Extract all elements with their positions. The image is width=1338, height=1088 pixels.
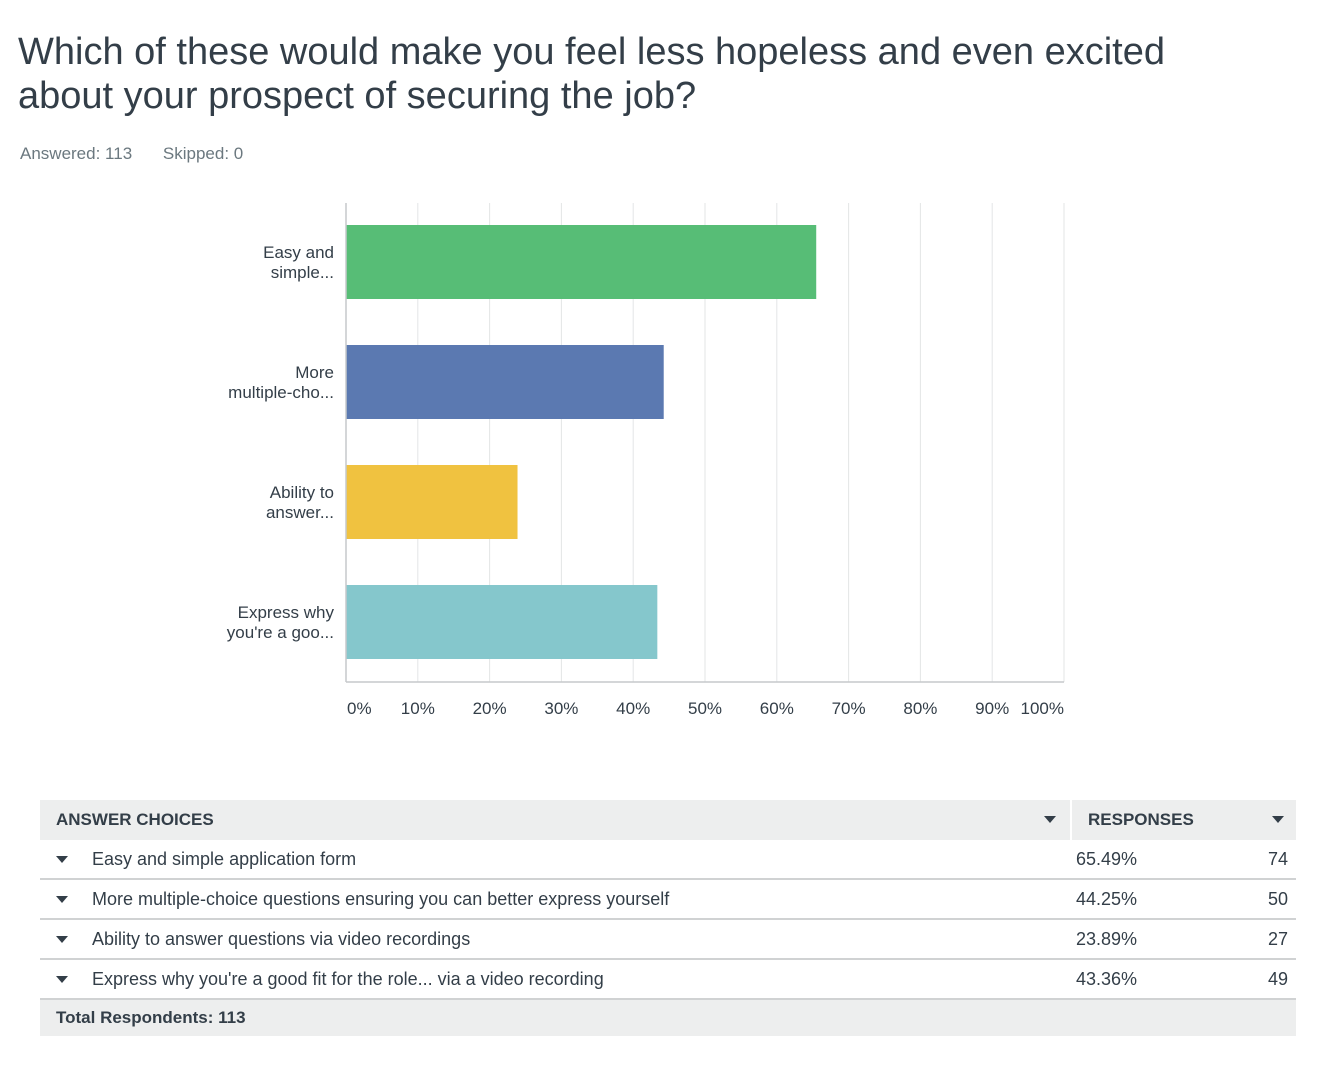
table-row: More multiple-choice questions ensuring … bbox=[40, 880, 1296, 920]
bar bbox=[346, 465, 518, 539]
response-percent: 44.25% bbox=[1076, 888, 1138, 909]
response-percent: 65.49% bbox=[1076, 848, 1138, 869]
x-tick-label: 70% bbox=[832, 699, 866, 718]
question-title-line-2: about your prospect of securing the job? bbox=[18, 75, 697, 117]
answer-choice-label: Easy and simple application form bbox=[92, 848, 357, 869]
x-tick-label: 10% bbox=[401, 699, 435, 718]
question-title-line-1: Which of these would make you feel less … bbox=[18, 31, 1165, 73]
response-stats: Answered: 113 Skipped: 0 bbox=[20, 144, 269, 164]
x-tick-label: 80% bbox=[903, 699, 937, 718]
table-header: ANSWER CHOICES RESPONSES bbox=[40, 800, 1296, 840]
expand-row-caret-icon[interactable] bbox=[56, 895, 68, 903]
expand-row-caret-icon[interactable] bbox=[56, 975, 68, 983]
bar bbox=[346, 585, 658, 659]
category-label: Ability to answer... bbox=[266, 483, 334, 522]
category-label: More multiple-cho... bbox=[228, 363, 334, 402]
table-row: Easy and simple application form 65.49% … bbox=[40, 840, 1296, 880]
x-tick-label: 30% bbox=[544, 699, 578, 718]
question-title: Which of these would make you feel less … bbox=[18, 30, 1218, 118]
expand-row-caret-icon[interactable] bbox=[56, 855, 68, 863]
response-percent: 43.36% bbox=[1076, 968, 1138, 989]
responses-table: ANSWER CHOICES RESPONSES Easy and simple… bbox=[40, 800, 1296, 1036]
answer-choice-label: Express why you're a good fit for the ro… bbox=[92, 968, 604, 989]
answer-choice-label: Ability to answer questions via video re… bbox=[92, 928, 471, 949]
x-tick-label: 0% bbox=[347, 699, 372, 718]
responses-header[interactable]: RESPONSES bbox=[1070, 800, 1296, 840]
response-percent: 23.89% bbox=[1076, 928, 1138, 949]
x-tick-label: 60% bbox=[760, 699, 794, 718]
sort-caret-icon[interactable] bbox=[1272, 816, 1284, 823]
table-row: Express why you're a good fit for the ro… bbox=[40, 960, 1296, 1000]
bar bbox=[346, 225, 817, 299]
skipped-count: Skipped: 0 bbox=[162, 144, 244, 163]
answer-choice-label: More multiple-choice questions ensuring … bbox=[92, 888, 670, 909]
response-count: 49 bbox=[1267, 968, 1288, 989]
category-label: Easy and simple... bbox=[263, 243, 334, 282]
responses-header-label: RESPONSES bbox=[1088, 810, 1194, 829]
answer-choices-header-label: ANSWER CHOICES bbox=[56, 810, 214, 829]
x-tick-label: 100% bbox=[1021, 699, 1064, 718]
response-count: 50 bbox=[1267, 888, 1288, 909]
answer-choices-header[interactable]: ANSWER CHOICES bbox=[40, 800, 1070, 840]
total-respondents: Total Respondents: 113 bbox=[56, 1008, 246, 1027]
x-tick-label: 50% bbox=[688, 699, 722, 718]
answered-count: Answered: 113 bbox=[20, 144, 133, 163]
x-tick-label: 90% bbox=[975, 699, 1009, 718]
response-count: 74 bbox=[1267, 848, 1288, 869]
x-tick-label: 20% bbox=[473, 699, 507, 718]
bar-chart: Easy and simple... More multiple-cho... Abil… bbox=[227, 203, 1065, 718]
bar bbox=[346, 345, 664, 419]
x-tick-label: 40% bbox=[616, 699, 650, 718]
sort-caret-icon[interactable] bbox=[1044, 816, 1056, 823]
response-count: 27 bbox=[1267, 928, 1288, 949]
table-footer: Total Respondents: 113 bbox=[40, 1000, 1296, 1036]
table-row: Ability to answer questions via video re… bbox=[40, 920, 1296, 960]
expand-row-caret-icon[interactable] bbox=[56, 935, 68, 943]
category-label: Express why you're a goo... bbox=[227, 603, 335, 642]
